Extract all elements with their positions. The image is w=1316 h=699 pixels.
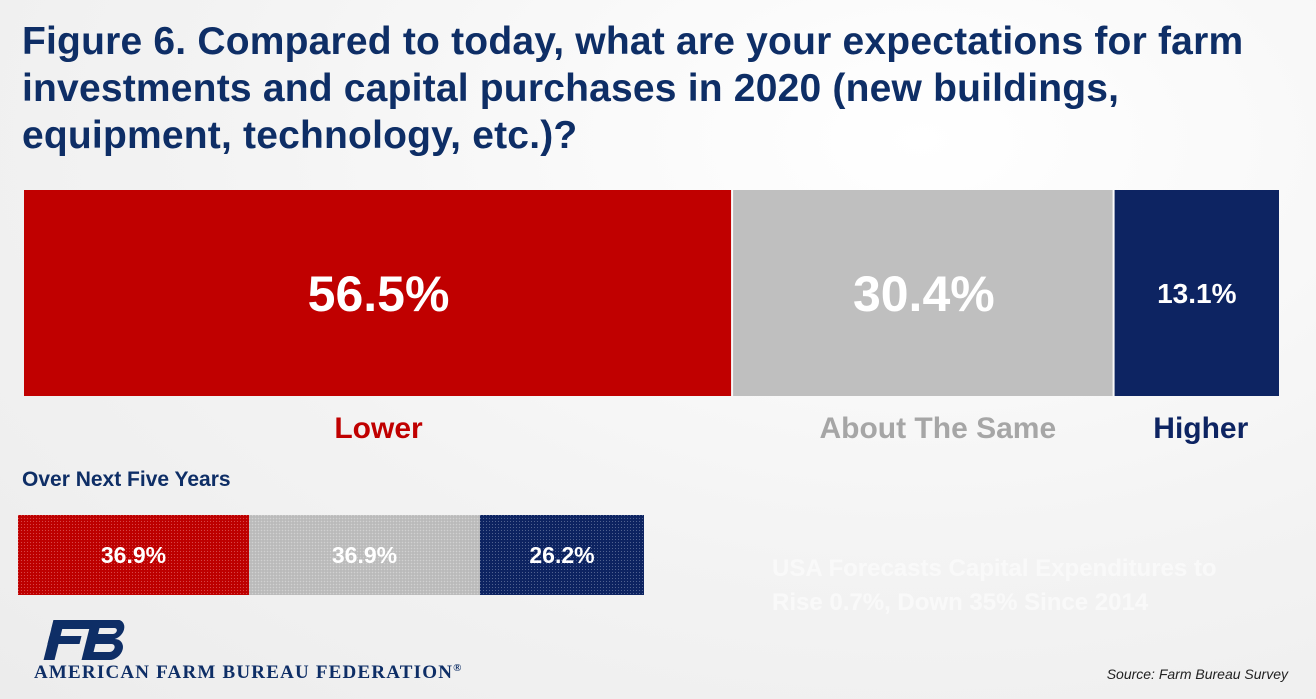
data-label-lower: 56.5% xyxy=(308,266,450,322)
afbf-logo: AMERICAN FARM BUREAU FEDERATION® xyxy=(34,618,474,688)
registered-mark: ® xyxy=(453,662,463,674)
source-note: Source: Farm Bureau Survey xyxy=(1106,666,1288,682)
five-year-texture-about-the-same xyxy=(248,515,480,595)
main-stacked-bar-chart: 56.5% Lower 30.4% About The Same 13.1% Higher xyxy=(24,190,1279,445)
five-year-label-higher: 26.2% xyxy=(529,542,594,568)
afbf-logo-text: AMERICAN FARM BUREAU FEDERATION® xyxy=(34,662,463,684)
five-year-stacked-bar-chart: 36.9% 36.9% 26.2% xyxy=(18,515,644,595)
category-label-higher: Higher xyxy=(1153,412,1248,445)
five-year-label-about-the-same: 36.9% xyxy=(332,542,397,568)
data-label-higher: 13.1% xyxy=(1157,278,1236,309)
five-year-texture-lower xyxy=(18,515,249,595)
bar-segment-higher xyxy=(1114,190,1279,396)
bar-segment-lower xyxy=(24,190,732,396)
five-year-label-lower: 36.9% xyxy=(101,542,166,568)
five-year-texture-higher xyxy=(479,515,644,595)
category-label-about-the-same: About The Same xyxy=(819,412,1056,445)
bar-segment-about-the-same xyxy=(733,190,1113,396)
data-label-about-the-same: 30.4% xyxy=(853,266,995,322)
category-label-lower: Lower xyxy=(334,412,423,445)
five-year-subtitle: Over Next Five Years xyxy=(22,468,231,491)
chart-title: Figure 6. Compared to today, what are yo… xyxy=(22,20,1244,157)
faint-headline-note: USA Forecasts Capital Expenditures to Ri… xyxy=(772,555,1217,616)
logo-name: AMERICAN FARM BUREAU FEDERATION xyxy=(34,662,454,683)
farm-bureau-logo-icon xyxy=(43,620,125,660)
